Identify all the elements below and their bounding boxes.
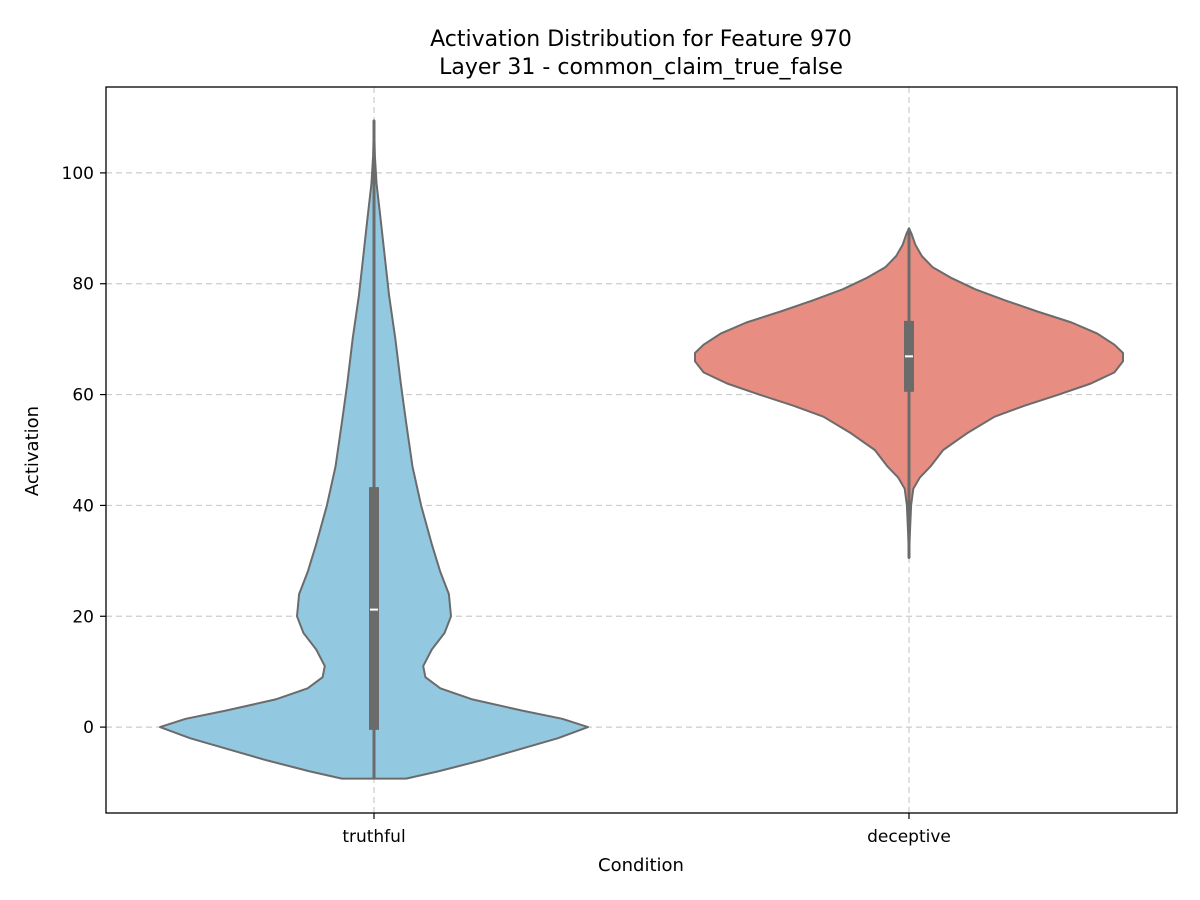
y-tick-label: 0 <box>83 718 94 738</box>
chart-title: Activation Distribution for Feature 970 <box>430 27 852 52</box>
y-axis-ticks: 0 20 40 60 80 100 <box>62 164 106 738</box>
y-tick-label: 80 <box>72 275 94 295</box>
chart-subtitle: Layer 31 - common_claim_true_false <box>439 55 843 80</box>
y-axis-label: Activation <box>22 406 43 496</box>
plot-frame <box>105 86 1178 814</box>
x-tick-label: truthful <box>342 827 405 847</box>
y-tick-label: 40 <box>72 496 94 516</box>
iqr-box-truthful <box>369 487 379 730</box>
violin-bodies <box>159 119 1124 780</box>
y-tick-label: 60 <box>72 386 94 406</box>
box-plots <box>369 120 914 779</box>
y-tick-label: 100 <box>62 164 94 184</box>
y-tick-label: 20 <box>72 607 94 627</box>
x-tick-label: deceptive <box>867 827 951 847</box>
x-axis-ticks: truthful deceptive <box>342 813 951 847</box>
x-axis-label: Condition <box>598 855 684 876</box>
